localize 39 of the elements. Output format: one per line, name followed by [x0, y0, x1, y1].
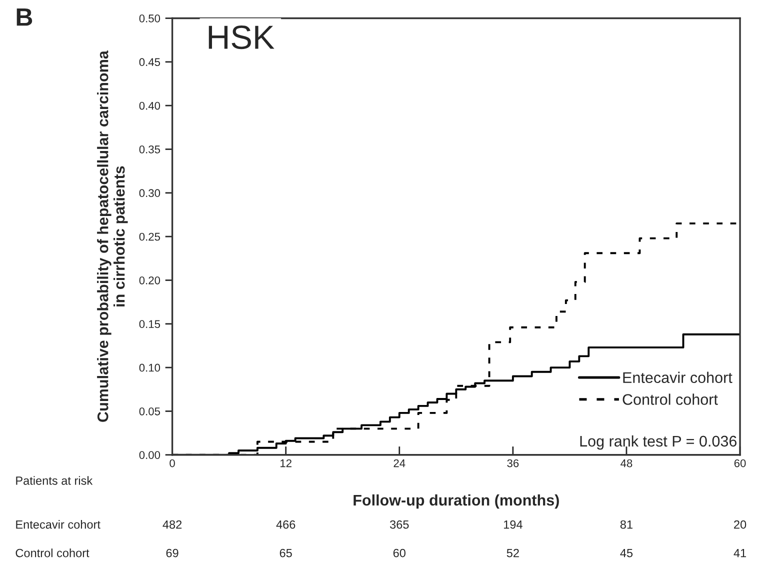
- x-tick-label: 48: [620, 459, 632, 468]
- text: Patients at risk: [16, 476, 93, 485]
- text: 60: [393, 548, 406, 558]
- text: 466: [276, 520, 296, 529]
- x-axis-title: Follow-up duration (months): [354, 494, 559, 509]
- x-tick-label: 60: [734, 459, 746, 468]
- text: 69: [166, 548, 178, 558]
- x-tick-label: 12: [280, 459, 292, 468]
- y-tick-label: 0.00: [139, 451, 160, 459]
- legend-label: Control cohort: [622, 394, 718, 405]
- text: Control cohort: [16, 548, 90, 558]
- x-tick-label: 0: [170, 459, 175, 468]
- y-tick-label: 0.40: [139, 102, 160, 110]
- y-tick-label: 0.45: [139, 58, 160, 66]
- y-tick-label: 0.35: [139, 145, 160, 154]
- annotation: Log rank test P = 0.036: [580, 435, 737, 450]
- text: 20: [734, 520, 746, 529]
- text: 45: [620, 548, 633, 558]
- y-axis-title: Cumulative probability of hepatocellular carcinoma in cirrhotic patients: [97, 50, 128, 422]
- x-tick-label: 24: [394, 459, 406, 468]
- y-tick-label: 0.20: [139, 276, 160, 284]
- text: 65: [280, 548, 292, 558]
- text: 81: [620, 520, 632, 529]
- y-tick-label: 0.10: [139, 364, 160, 372]
- x-tick-label: 36: [507, 459, 519, 468]
- text: Entecavir cohort: [16, 520, 100, 529]
- text: 41: [734, 548, 746, 558]
- text: B: [16, 8, 32, 26]
- y-tick-label: 0.25: [139, 232, 160, 241]
- text: 194: [504, 520, 522, 529]
- y-tick-label: 0.05: [139, 407, 160, 416]
- text: 365: [390, 520, 409, 529]
- y-tick-label: 0.15: [139, 320, 160, 328]
- text: 482: [162, 520, 182, 529]
- y-tick-label: 0.50: [139, 14, 160, 22]
- chart-title: HSK: [208, 26, 274, 50]
- text: 52: [506, 548, 519, 558]
- legend-label: Entecavir cohort: [623, 372, 732, 384]
- y-tick-label: 0.30: [139, 189, 160, 198]
